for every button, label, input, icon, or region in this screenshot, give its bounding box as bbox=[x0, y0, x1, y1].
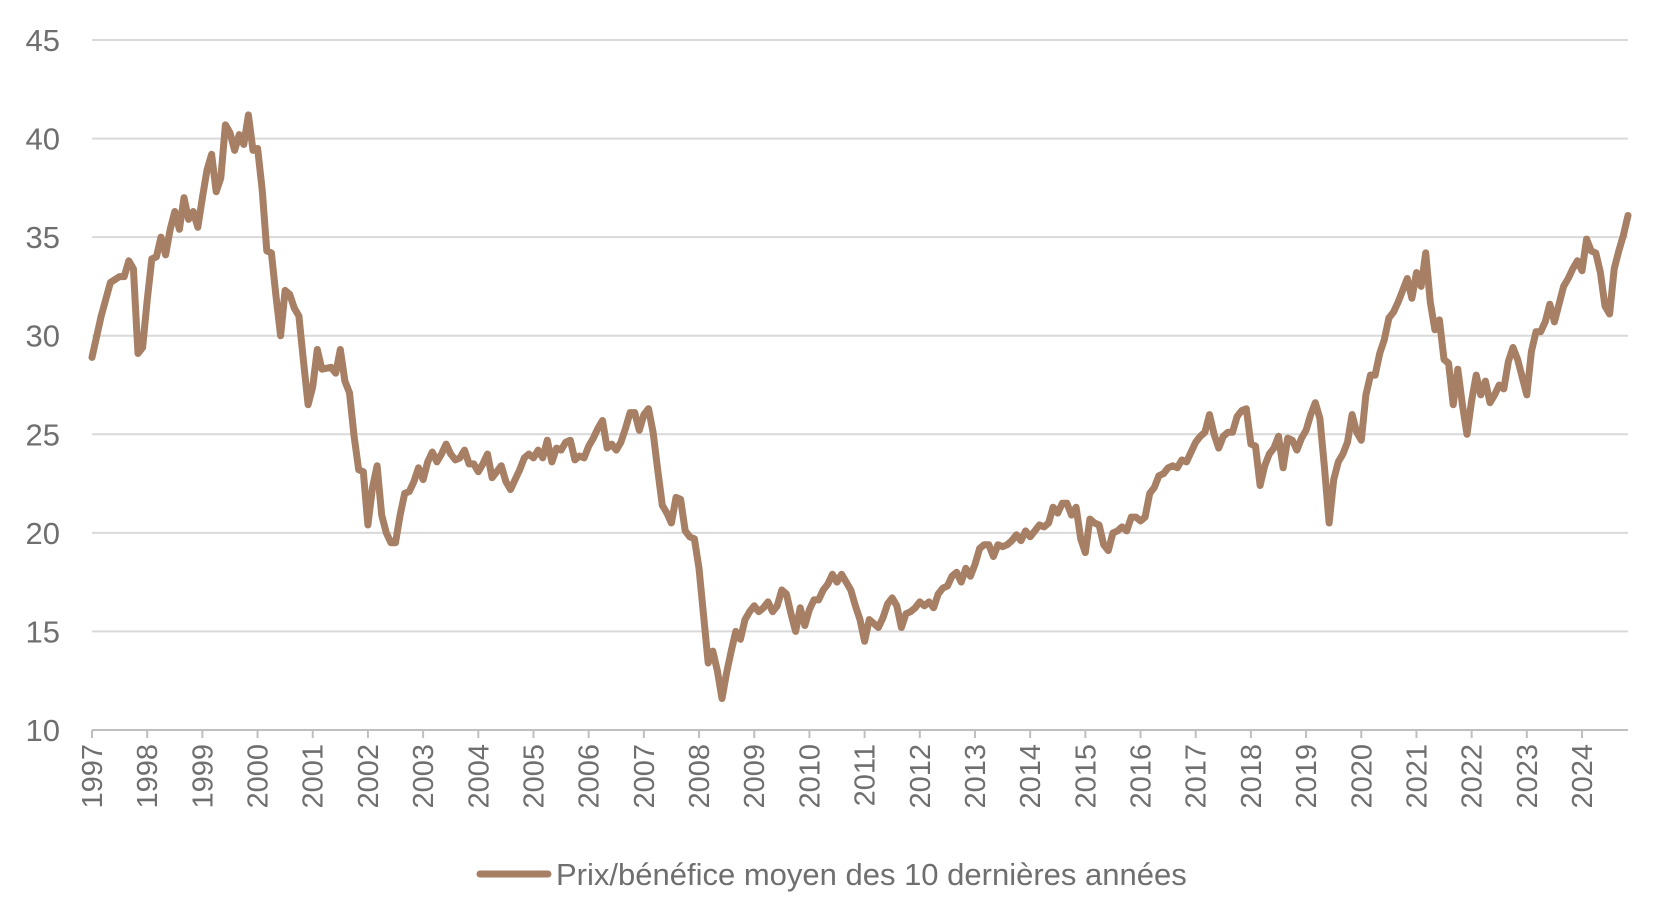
x-tick-label: 2004 bbox=[463, 744, 495, 809]
x-tick-label: 2016 bbox=[1126, 744, 1158, 809]
x-tick-label: 2018 bbox=[1236, 744, 1268, 809]
x-tick-label: 2017 bbox=[1181, 744, 1213, 809]
series-line bbox=[88, 111, 1632, 702]
x-tick-label: 2007 bbox=[629, 744, 661, 809]
y-tick-label: 45 bbox=[26, 23, 60, 58]
x-tick-label: 2019 bbox=[1291, 744, 1323, 809]
x-tick-label: 2010 bbox=[794, 744, 826, 809]
x-tick-label: 2000 bbox=[243, 744, 275, 809]
x-tick-label: 2023 bbox=[1512, 744, 1544, 809]
x-tick-label: 2006 bbox=[574, 744, 606, 809]
legend: Prix/bénéfice moyen des 10 dernières ann… bbox=[476, 857, 1187, 892]
x-tick-label: 2009 bbox=[739, 744, 771, 809]
x-tick-label: 2024 bbox=[1567, 744, 1599, 809]
x-tick-label: 2005 bbox=[518, 744, 550, 809]
y-tick-label: 40 bbox=[26, 122, 60, 157]
x-tick-label: 2001 bbox=[298, 744, 330, 809]
legend-label: Prix/bénéfice moyen des 10 dernières ann… bbox=[556, 857, 1187, 892]
x-tick-label: 2002 bbox=[353, 744, 385, 809]
y-tick-label: 35 bbox=[26, 220, 60, 255]
x-tick-label: 2008 bbox=[684, 744, 716, 809]
y-tick-label: 30 bbox=[26, 319, 60, 354]
x-tick-label: 2020 bbox=[1346, 744, 1378, 809]
x-tick-label: 2015 bbox=[1070, 744, 1102, 809]
x-tick-label: 1998 bbox=[132, 744, 164, 809]
x-tick-label: 2014 bbox=[1015, 744, 1047, 809]
y-tick-label: 20 bbox=[26, 516, 60, 551]
x-axis-ticks: 1997 1998 1999 2000 2001 2002 2003 2004 2005 2006… bbox=[77, 730, 1599, 809]
x-tick-label: 1997 bbox=[77, 744, 109, 809]
gridlines bbox=[92, 39, 1628, 633]
y-tick-label: 25 bbox=[26, 417, 60, 452]
x-tick-label: 2012 bbox=[905, 744, 937, 809]
x-tick-label: 2003 bbox=[408, 744, 440, 809]
x-tick-label: 2011 bbox=[850, 744, 882, 806]
x-tick-label: 1999 bbox=[187, 744, 219, 809]
y-axis-ticks: 10 15 20 25 30 35 40 45 bbox=[26, 23, 60, 748]
x-tick-label: 2021 bbox=[1401, 744, 1433, 809]
y-tick-label: 10 bbox=[26, 713, 60, 748]
x-tick-label: 2013 bbox=[960, 744, 992, 809]
y-tick-label: 15 bbox=[26, 614, 60, 649]
x-tick-label: 2022 bbox=[1457, 744, 1489, 809]
